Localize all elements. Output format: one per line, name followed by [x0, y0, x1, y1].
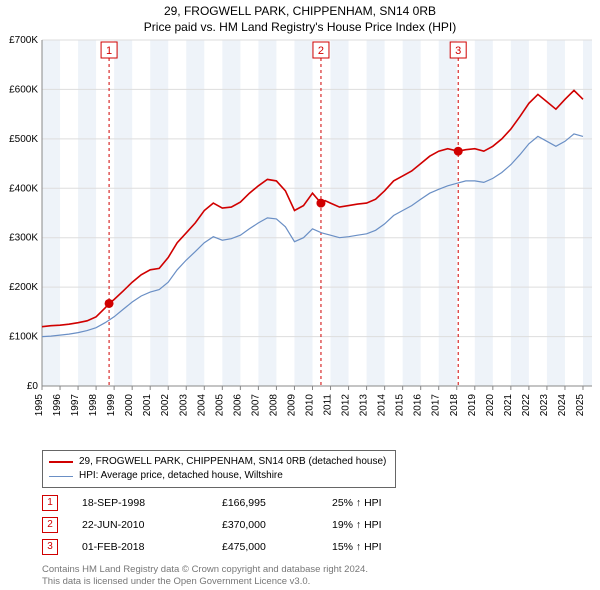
marker-badge: 1: [42, 495, 58, 511]
title-main: 29, FROGWELL PARK, CHIPPENHAM, SN14 0RB: [0, 4, 600, 18]
svg-text:1999: 1999: [106, 394, 117, 417]
marker-badge: 3: [42, 539, 58, 555]
svg-text:2015: 2015: [395, 394, 406, 417]
svg-text:2022: 2022: [521, 394, 532, 417]
marker-price: £370,000: [222, 519, 332, 531]
marker-pct: 19% ↑ HPI: [332, 519, 382, 531]
marker-date: 22-JUN-2010: [82, 519, 222, 531]
svg-text:2016: 2016: [413, 394, 424, 417]
legend: 29, FROGWELL PARK, CHIPPENHAM, SN14 0RB …: [42, 450, 396, 488]
title-sub: Price paid vs. HM Land Registry's House …: [0, 20, 600, 34]
svg-text:2024: 2024: [557, 394, 568, 417]
chart-area: £0 £100K £200K £300K £400K £500K £600K £700K 199…: [0, 34, 600, 444]
marker-table: 1 18-SEP-1998 £166,995 25% ↑ HPI 2 22-JU…: [42, 492, 590, 558]
svg-text:1995: 1995: [34, 394, 45, 417]
svg-text:3: 3: [455, 45, 461, 57]
legend-label-hpi: HPI: Average price, detached house, Wilt…: [79, 469, 283, 483]
svg-text:2002: 2002: [160, 394, 171, 417]
marker-price: £166,995: [222, 497, 332, 509]
svg-text:2018: 2018: [449, 394, 460, 417]
marker-pct: 15% ↑ HPI: [332, 541, 382, 553]
svg-text:2010: 2010: [304, 394, 315, 417]
legend-swatch-hpi: [49, 476, 73, 477]
legend-swatch-property: [49, 461, 73, 463]
svg-text:£300K: £300K: [9, 233, 38, 244]
svg-text:£100K: £100K: [9, 332, 38, 343]
svg-text:1997: 1997: [70, 394, 81, 417]
svg-text:2005: 2005: [214, 394, 225, 417]
marker-badge: 2: [42, 517, 58, 533]
svg-text:£400K: £400K: [9, 183, 38, 194]
svg-text:2011: 2011: [323, 394, 334, 416]
titles: 29, FROGWELL PARK, CHIPPENHAM, SN14 0RB …: [0, 0, 600, 34]
svg-text:2000: 2000: [124, 394, 135, 417]
marker-pct: 25% ↑ HPI: [332, 497, 382, 509]
marker-row: 1 18-SEP-1998 £166,995 25% ↑ HPI: [42, 492, 590, 514]
svg-text:£600K: £600K: [9, 84, 38, 95]
svg-text:2019: 2019: [467, 394, 478, 417]
svg-text:1996: 1996: [52, 394, 63, 417]
svg-text:2020: 2020: [485, 394, 496, 417]
svg-text:2012: 2012: [341, 394, 352, 417]
svg-text:£500K: £500K: [9, 134, 38, 145]
chart-svg: £0 £100K £200K £300K £400K £500K £600K £700K 199…: [0, 34, 600, 444]
marker-row: 2 22-JUN-2010 £370,000 19% ↑ HPI: [42, 514, 590, 536]
svg-text:2007: 2007: [250, 394, 261, 417]
svg-text:£0: £0: [27, 381, 39, 392]
legend-label-property: 29, FROGWELL PARK, CHIPPENHAM, SN14 0RB …: [79, 455, 386, 469]
svg-text:2025: 2025: [575, 394, 586, 417]
svg-text:2017: 2017: [431, 394, 442, 417]
svg-text:2023: 2023: [539, 394, 550, 417]
marker-date: 18-SEP-1998: [82, 497, 222, 509]
svg-text:£700K: £700K: [9, 35, 38, 46]
svg-text:2008: 2008: [268, 394, 279, 417]
svg-text:£200K: £200K: [9, 282, 38, 293]
marker-date: 01-FEB-2018: [82, 541, 222, 553]
svg-text:2004: 2004: [196, 394, 207, 417]
svg-text:2: 2: [318, 45, 324, 57]
legend-row-hpi: HPI: Average price, detached house, Wilt…: [49, 469, 389, 483]
svg-text:2009: 2009: [286, 394, 297, 417]
marker-row: 3 01-FEB-2018 £475,000 15% ↑ HPI: [42, 536, 590, 558]
legend-row-property: 29, FROGWELL PARK, CHIPPENHAM, SN14 0RB …: [49, 455, 389, 469]
chart-container: 29, FROGWELL PARK, CHIPPENHAM, SN14 0RB …: [0, 0, 600, 590]
marker-price: £475,000: [222, 541, 332, 553]
svg-text:2013: 2013: [359, 394, 370, 417]
svg-text:2021: 2021: [503, 394, 514, 417]
svg-text:2006: 2006: [232, 394, 243, 417]
svg-text:1998: 1998: [88, 394, 99, 417]
footer-line1: Contains HM Land Registry data © Crown c…: [42, 564, 590, 576]
footer: Contains HM Land Registry data © Crown c…: [42, 564, 590, 588]
footer-line2: This data is licensed under the Open Gov…: [42, 576, 590, 588]
svg-text:1: 1: [106, 45, 112, 57]
svg-text:2003: 2003: [178, 394, 189, 417]
svg-text:2001: 2001: [142, 394, 153, 417]
svg-text:2014: 2014: [377, 394, 388, 417]
